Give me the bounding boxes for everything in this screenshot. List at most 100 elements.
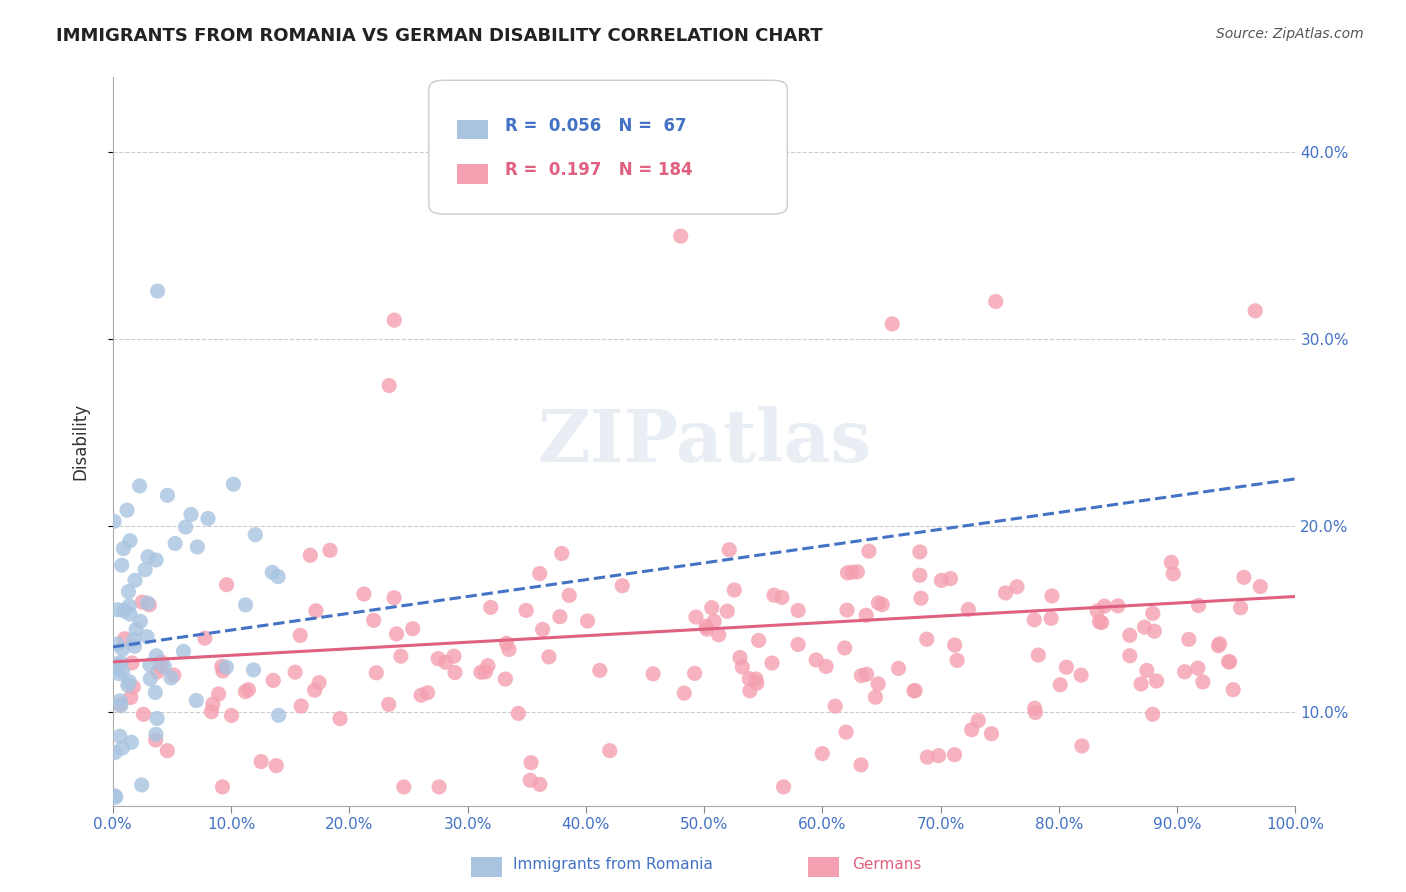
Point [520,756,543,770]
Point [165,536,187,550]
Point [353,587,375,601]
Point [136,549,159,564]
Point [980,727,1002,741]
Point [943,747,966,762]
Point [1094,599,1116,614]
Point [960,723,983,737]
Point [685,610,707,624]
Point [107,603,129,617]
Point [599,744,621,758]
Point [262,566,284,580]
Point [908,568,931,582]
Point [118,599,141,613]
Point [479,600,502,615]
Point [865,690,887,705]
Point [131,778,153,792]
Point [136,630,159,644]
Point [1187,599,1209,613]
Point [103,514,125,528]
Point [145,553,167,567]
Point [728,650,751,665]
Point [904,683,927,698]
Point [120,690,142,705]
Point [837,566,859,580]
Point [703,614,725,628]
Point [129,615,152,629]
Point [834,640,856,655]
Point [1070,739,1092,753]
Point [145,727,167,741]
Point [748,633,770,648]
Point [103,662,125,676]
Point [108,666,131,681]
Point [1161,566,1184,581]
Point [138,598,160,612]
Point [329,712,352,726]
Point [1219,655,1241,669]
Point [308,675,330,690]
Point [707,628,730,642]
Point [211,664,233,678]
Point [910,591,932,606]
Point [612,579,634,593]
Point [1160,555,1182,569]
Point [186,693,208,707]
Point [186,540,208,554]
Point [110,698,132,713]
Point [696,622,718,636]
Text: Germans: Germans [852,857,921,871]
Point [811,747,834,761]
Point [576,614,599,628]
Point [108,729,131,743]
Point [132,707,155,722]
Point [382,313,405,327]
Point [115,503,138,517]
Point [146,711,169,725]
Point [1085,604,1108,618]
Point [145,733,167,747]
Point [104,789,127,803]
Point [1136,664,1159,678]
Point [1146,673,1168,688]
Point [139,657,162,672]
Text: IMMIGRANTS FROM ROMANIA VS GERMAN DISABILITY CORRELATION CHART: IMMIGRANTS FROM ROMANIA VS GERMAN DISABI… [56,27,823,45]
Point [156,744,179,758]
Point [163,668,186,682]
Point [134,563,156,577]
Point [108,694,131,708]
Point [849,758,872,772]
Point [290,628,312,642]
Point [121,735,143,749]
Point [211,659,233,673]
Point [174,520,197,534]
Point [444,665,467,680]
Point [529,777,551,791]
Point [939,572,962,586]
Point [846,565,869,579]
Point [761,656,783,670]
Point [1187,661,1209,675]
Point [531,623,554,637]
Point [389,649,412,664]
Point [1174,665,1197,679]
Point [427,780,450,794]
Text: R =  0.197   N = 184: R = 0.197 N = 184 [505,161,692,179]
Point [194,631,217,645]
Text: Immigrants from Romania: Immigrants from Romania [513,857,713,871]
Point [304,683,326,698]
Point [908,545,931,559]
Point [519,773,541,788]
Point [385,627,408,641]
Point [1119,628,1142,642]
Point [114,632,136,646]
Point [131,595,153,609]
Point [443,649,465,664]
Point [125,623,148,637]
Point [143,685,166,699]
Point [835,603,858,617]
Point [105,657,128,671]
Point [290,698,312,713]
Point [1222,682,1244,697]
Point [548,609,571,624]
Point [763,588,786,602]
